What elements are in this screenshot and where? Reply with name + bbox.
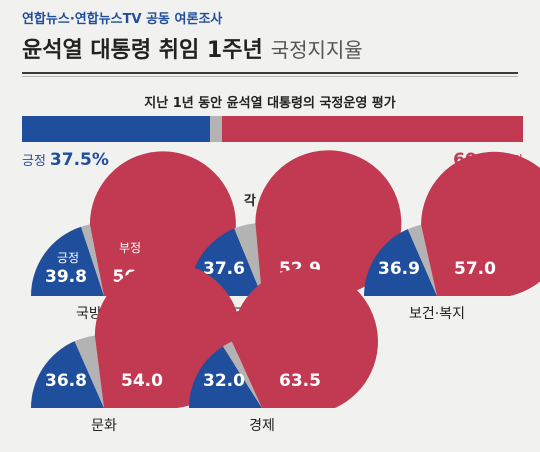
- positive-word: 긍정: [22, 154, 46, 169]
- semicircle-positive-value: 37.6: [203, 259, 245, 279]
- semicircle-positive-value: 39.8: [45, 267, 87, 287]
- overall-positive-label: 긍정 37.5%: [22, 150, 109, 170]
- semicircle-neutral-slice: [81, 224, 104, 296]
- overall-chart-title: 지난 1년 동안 윤석열 대통령의 국정운영 평가: [144, 96, 396, 111]
- title-rule-thin: [22, 76, 518, 77]
- semicircle-negative-value: 54.0: [121, 371, 163, 391]
- semicircle-negative-slice: [255, 150, 402, 296]
- bar-segment-negative: [222, 116, 523, 142]
- semicircle-category-label: 문화: [91, 418, 117, 434]
- page-title: 윤석열 대통령 취임 1주년: [22, 38, 263, 63]
- semicircle-category-label: 보건·복지: [409, 306, 465, 322]
- semicircle-positive-slice: [189, 346, 262, 408]
- semicircle-neutral-slice: [234, 223, 262, 296]
- semicircle-positive-value: 32.0: [203, 371, 245, 391]
- semicircle-negative-slice: [421, 151, 540, 296]
- semicircle-negative-word: 부정: [119, 241, 141, 255]
- bar-segment-positive: [22, 116, 210, 142]
- semicircle-positive-value: 36.9: [378, 259, 420, 279]
- semicircle-neutral-slice: [407, 224, 437, 296]
- semicircle-positive-value: 36.8: [45, 371, 87, 391]
- title-rule: [22, 72, 518, 74]
- semicircle-positive-slice: [31, 341, 104, 408]
- semicircle-positive-word: 긍정: [57, 251, 79, 265]
- page-subtitle: 국정지지율: [270, 38, 363, 62]
- overall-stacked-bar: [22, 116, 523, 142]
- positive-value: 37.5%: [49, 150, 109, 170]
- bar-segment-neutral: [209, 116, 223, 142]
- semicircle-positive-slice: [31, 226, 104, 296]
- source-label: 연합뉴스·연합뉴스TV 공동 여론조사: [22, 12, 223, 27]
- semicircle-positive-slice: [364, 229, 437, 296]
- semicircle-neutral-slice: [222, 341, 262, 408]
- semicircle-category-label: 경제: [249, 418, 275, 434]
- semicircle-neutral-slice: [74, 335, 104, 408]
- title-row: 윤석열 대통령 취임 1주년 국정지지율: [22, 32, 363, 64]
- semicircle-negative-slice: [231, 268, 378, 408]
- semicircle-negative-value: 57.0: [454, 259, 496, 279]
- semicircle-negative-value: 63.5: [279, 371, 321, 391]
